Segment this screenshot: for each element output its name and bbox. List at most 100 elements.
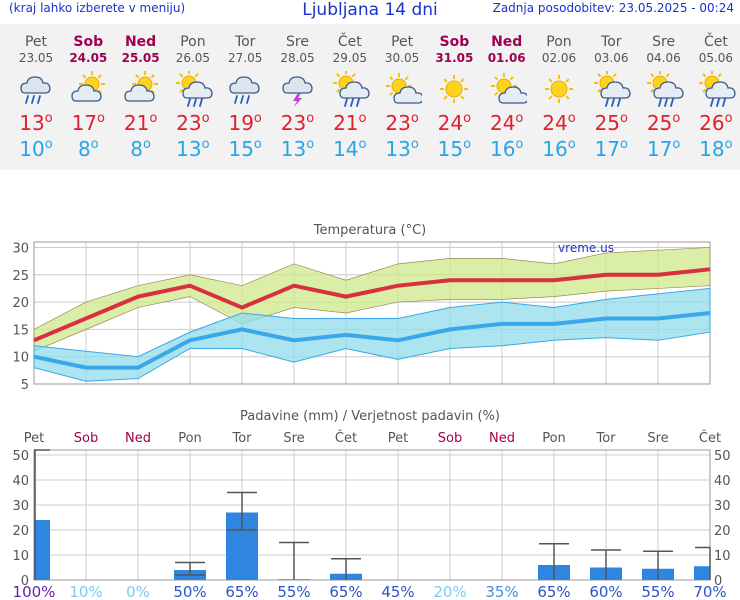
y-tick-label: 25 — [12, 269, 29, 284]
y-tick-label: 15 — [12, 323, 29, 338]
partly-cloudy-icon — [71, 71, 106, 102]
day-column[interactable]: Pon 02.06 24o 16o — [533, 24, 585, 163]
category-label: Sre — [283, 431, 304, 446]
min-temp: 15o — [228, 137, 262, 161]
y-tick-label-right: 30 — [714, 499, 731, 514]
probability-label: 50% — [173, 583, 206, 600]
day-column[interactable]: Sob 31.05 24o 15o — [428, 24, 480, 163]
sun-rain-icon — [175, 71, 213, 107]
y-tick-label: 10 — [12, 549, 29, 564]
probability-label: 10% — [69, 583, 102, 600]
probability-label: 65% — [329, 583, 362, 600]
max-temp: 17o — [71, 111, 105, 135]
category-label: Pet — [24, 431, 44, 446]
y-tick-label: 20 — [12, 524, 29, 539]
probability-label: 35% — [485, 583, 518, 600]
category-label: Pon — [542, 431, 566, 446]
day-column[interactable]: Čet 05.06 26o 18o — [690, 24, 740, 163]
min-temp: 10o — [19, 137, 53, 161]
probability-label: 65% — [537, 583, 570, 600]
day-date: 26.05 — [175, 51, 211, 65]
min-temp: 16o — [489, 137, 524, 161]
day-column[interactable]: Pet 23.05 13o 10o — [10, 24, 62, 163]
daily-forecast-strip: Pet 23.05 13o 10o Sob 24.05 17o 8o Ned 25.05 21o 8o… — [0, 24, 740, 170]
sun-icon — [440, 75, 469, 103]
day-name: Ned — [491, 34, 523, 50]
category-label: Sre — [647, 431, 668, 446]
day-column[interactable]: Ned 01.06 24o 16o — [481, 24, 533, 163]
probability-label: 65% — [225, 583, 258, 600]
category-label: Sob — [74, 431, 98, 446]
y-tick-label: 0 — [21, 574, 29, 589]
day-date: 24.05 — [69, 51, 108, 65]
day-column[interactable]: Pet 30.05 23o 13o — [376, 24, 428, 163]
category-label: Čet — [699, 430, 721, 446]
max-temp: 21o — [333, 111, 367, 135]
thunderstorm-icon — [281, 76, 313, 107]
temp-chart-title: Temperatura (°C) — [313, 223, 426, 238]
max-temp: 26o — [699, 111, 733, 135]
day-column[interactable]: Tor 27.05 19o 15o — [219, 24, 271, 163]
min-temp-line — [33, 311, 711, 370]
probability-label: 70% — [693, 583, 726, 600]
y-tick-label: 20 — [12, 296, 29, 311]
max-temp: 23o — [176, 111, 210, 135]
precip-bar — [694, 566, 710, 580]
plot-frame — [33, 449, 711, 581]
min-temp: 14o — [333, 137, 367, 161]
day-name: Pet — [24, 34, 48, 50]
sun-icon — [545, 75, 573, 103]
category-label: Pet — [388, 431, 408, 446]
temperature-chart: Temperatura (°C) 5 10 15 20 25 30 vreme.us — [12, 223, 711, 393]
day-name: Pon — [546, 34, 572, 50]
probability-label: 0% — [126, 583, 150, 600]
day-date: 04.06 — [646, 51, 681, 65]
day-name: Sre — [652, 34, 676, 50]
min-temp: 17o — [594, 137, 628, 161]
category-label: Čet — [335, 430, 357, 446]
y-tick-label-right: 10 — [714, 549, 731, 564]
min-temp: 18o — [699, 137, 733, 161]
day-column[interactable]: Ned 25.05 21o 8o — [115, 24, 167, 163]
max-temp: 23o — [280, 111, 315, 135]
day-column[interactable]: Sre 04.06 25o 17o — [638, 24, 690, 163]
y-tick-label: 30 — [12, 499, 29, 514]
menu-note[interactable]: (kraj lahko izberete v meniju) — [9, 1, 186, 15]
day-date: 25.05 — [121, 51, 160, 65]
max-temp: 25o — [646, 111, 681, 135]
day-column[interactable]: Čet 29.05 21o 14o — [324, 24, 376, 163]
sun-rain-icon — [698, 71, 736, 107]
day-name: Čet — [703, 34, 728, 50]
min-temp: 15o — [437, 137, 472, 161]
y-tick-label-right: 40 — [714, 474, 731, 489]
y-tick-label-right: 50 — [714, 449, 731, 464]
day-name: Ned — [124, 34, 157, 50]
day-date: 30.05 — [384, 51, 420, 65]
day-column[interactable]: Sob 24.05 17o 8o — [62, 24, 114, 163]
day-name: Tor — [234, 34, 256, 50]
day-name: Pon — [180, 34, 206, 50]
category-label: Tor — [231, 431, 252, 446]
last-updated: Zadnja posodobitev: 23.05.2025 - 00:24 — [492, 1, 734, 15]
max-temp: 23o — [385, 111, 419, 135]
page-title: Ljubljana 14 dni — [302, 0, 438, 20]
category-label: Ned — [125, 431, 151, 446]
min-temp: 8o — [130, 137, 151, 161]
day-name: Sob — [439, 34, 470, 50]
precipitation-chart: Padavine (mm) / Verjetnost padavin (%) Pe… — [12, 409, 731, 600]
day-date: 29.05 — [332, 51, 367, 65]
min-temp: 13o — [280, 137, 315, 161]
day-column[interactable]: Pon 26.05 23o 13o — [167, 24, 219, 163]
sun-rain-icon — [594, 71, 631, 107]
precip-bar — [34, 520, 50, 580]
day-column[interactable]: Sre 28.05 23o 13o — [272, 24, 324, 163]
y-tick-label-right: 0 — [714, 574, 722, 589]
max-temp-line — [33, 267, 711, 343]
min-temp: 17o — [646, 137, 681, 161]
day-name: Sre — [286, 34, 309, 50]
day-date: 31.05 — [435, 51, 474, 65]
y-tick-label: 40 — [12, 474, 29, 489]
day-column[interactable]: Tor 03.06 25o 17o — [585, 24, 637, 163]
day-date: 27.05 — [228, 51, 263, 65]
min-temp: 16o — [542, 137, 576, 161]
